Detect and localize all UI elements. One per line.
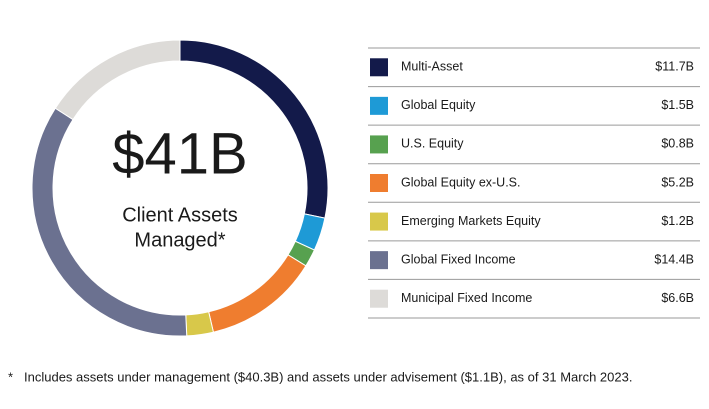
legend-swatch	[370, 174, 388, 192]
value-label: $14.4B	[654, 252, 694, 266]
value-label: $1.2B	[661, 214, 694, 228]
legend-label: Emerging Markets Equity	[401, 214, 541, 228]
legend-label: Global Equity	[401, 98, 476, 112]
footnote-marker: *	[8, 369, 13, 384]
legend-swatch	[370, 251, 388, 270]
legend-swatch	[370, 212, 388, 231]
legend-label: Multi-Asset	[401, 60, 463, 74]
value-label: $6.6B	[661, 291, 694, 305]
center-label: Client Assets	[122, 204, 238, 226]
value-label: $1.5B	[661, 98, 694, 112]
legend-swatch	[370, 135, 388, 154]
legend-label: U.S. Equity	[401, 137, 464, 151]
center-value: $41B	[112, 121, 247, 186]
legend-label: Global Fixed Income	[401, 252, 516, 266]
legend-swatch	[370, 289, 388, 308]
legend-swatch	[370, 96, 388, 115]
legend-label: Global Equity ex-U.S.	[401, 175, 521, 189]
donut-segment	[54, 39, 181, 121]
donut-segment	[208, 254, 307, 333]
legend-label: Municipal Fixed Income	[401, 291, 532, 305]
footnote: Includes assets under management ($40.3B…	[24, 369, 632, 384]
center-label: Managed*	[134, 229, 225, 251]
value-label: $11.7B	[655, 60, 694, 74]
value-label: $5.2B	[661, 175, 694, 189]
donut-segment	[185, 311, 215, 337]
legend-swatch	[370, 58, 388, 77]
value-label: $0.8B	[661, 137, 694, 151]
